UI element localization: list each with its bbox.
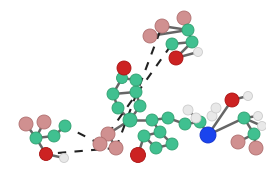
Circle shape [48,130,60,142]
Circle shape [107,88,119,100]
Circle shape [194,116,206,128]
Circle shape [154,126,166,138]
Circle shape [30,132,42,144]
Circle shape [101,127,115,141]
Circle shape [59,120,71,132]
Circle shape [169,51,183,65]
Circle shape [200,127,216,143]
Circle shape [253,112,263,121]
Circle shape [123,113,137,127]
Circle shape [130,74,142,86]
Circle shape [183,105,193,115]
Circle shape [238,112,250,124]
Circle shape [249,141,263,155]
Circle shape [93,137,107,151]
Circle shape [117,61,131,75]
Circle shape [231,135,245,149]
Circle shape [112,102,124,114]
Circle shape [207,111,217,121]
Circle shape [225,93,239,107]
Circle shape [150,142,162,154]
Circle shape [186,36,198,48]
Circle shape [37,115,51,129]
Circle shape [134,100,146,112]
Circle shape [257,122,266,130]
Circle shape [60,153,69,163]
Circle shape [155,19,169,33]
Circle shape [179,118,191,130]
Circle shape [146,114,158,126]
Circle shape [162,112,174,124]
Circle shape [182,24,194,36]
Circle shape [39,147,52,160]
Circle shape [243,91,252,101]
Circle shape [19,117,33,131]
Circle shape [166,38,178,50]
Circle shape [177,11,191,25]
Circle shape [211,103,221,113]
Circle shape [166,138,178,150]
Circle shape [248,128,260,140]
Circle shape [143,29,157,43]
Circle shape [191,113,201,123]
Circle shape [117,73,127,84]
Circle shape [138,130,150,142]
Circle shape [193,47,202,57]
Circle shape [131,147,146,163]
Circle shape [130,86,142,98]
Circle shape [109,141,123,155]
